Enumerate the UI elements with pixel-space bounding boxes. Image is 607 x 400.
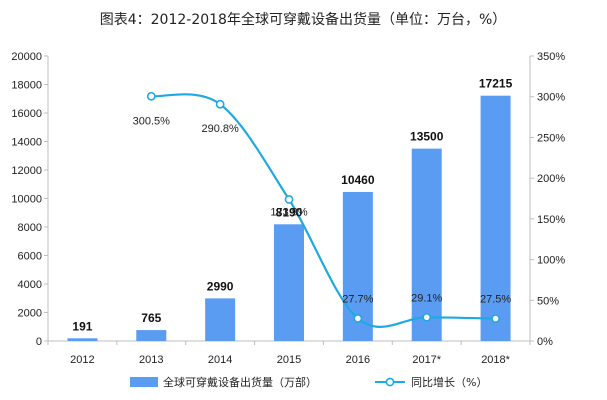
legend: 全球可穿戴设备出货量（万部） 同比增长（%） [130,375,487,389]
y-left-tick-label: 16000 [11,108,42,120]
bar-value-label: 10460 [341,173,375,187]
growth-value-label: 300.5% [133,115,171,127]
legend-line-marker [385,377,395,387]
growth-value-label: 173.9% [270,206,308,218]
bar-value-label: 191 [72,319,92,333]
growth-point [215,99,225,109]
growth-point [353,314,363,323]
bar [274,224,304,341]
bar [411,148,442,341]
data-labels: 191 765 2990 8190 10460 13500 17215 300.5% 290.8… [72,77,512,334]
bar-value-label: 8190 [276,205,303,219]
legend-bar-swatch [130,377,158,387]
growth-value-label: 29.1% [411,292,442,304]
y-left-tick-label: 6000 [18,251,42,263]
y-right-tick-label: 350% [537,51,565,63]
growth-point [146,91,156,101]
bar-series [67,95,511,341]
bar [136,330,167,341]
growth-value-label: 27.5% [480,294,511,306]
bar [67,338,98,341]
y-right-tick-label: 50% [537,295,559,307]
x-tick-label: 2018* [481,354,510,366]
growth-value-label: 290.8% [201,123,239,135]
line-series [146,91,500,328]
x-tick-label: 2014 [208,354,232,366]
growth-point [284,194,294,204]
y-left-tick-label: 12000 [11,165,42,177]
legend-line-label: 同比增长（%） [411,375,487,389]
y-right-tick-label: 300% [537,92,565,104]
bar-value-label: 765 [141,311,161,325]
bar [205,298,236,341]
y-left-tick-label: 0 [36,336,42,348]
x-tick-label: 2013 [139,354,163,366]
growth-point [491,314,500,324]
axes: 0 2000 4000 6000 8000 10000 12000 14000 16000 180… [11,51,565,366]
x-tick-label: 2015 [277,354,301,366]
y-right-tick-label: 150% [537,214,565,226]
y-left-tick-label: 14000 [11,137,42,149]
bar-value-label: 13500 [410,130,444,144]
chart-title: 图表4：2012-2018年全球可穿戴设备出货量（单位：万台，%） [100,11,507,28]
y-left-tick-label: 2000 [18,308,42,320]
growth-point [422,312,432,322]
bar [480,95,511,341]
x-tick-label: 2012 [70,354,94,366]
bar-value-label: 2990 [207,279,234,293]
x-tick-label: 2016 [346,354,370,366]
y-left-tick-label: 18000 [11,80,42,92]
x-tick-label: 2017* [412,354,441,366]
y-left-tick-label: 10000 [11,194,42,206]
y-right-tick-label: 200% [537,173,565,185]
y-left-tick-label: 20000 [11,51,42,63]
y-left-tick-label: 4000 [18,279,42,291]
growth-value-label: 27.7% [342,293,373,305]
y-right-tick-label: 250% [537,132,565,144]
y-left-tick-label: 8000 [18,222,42,234]
bar-value-label: 17215 [479,77,513,91]
legend-bar-label: 全球可穿戴设备出货量（万部） [163,375,317,389]
y-right-tick-label: 100% [537,255,565,267]
y-right-tick-label: 0% [537,336,553,348]
